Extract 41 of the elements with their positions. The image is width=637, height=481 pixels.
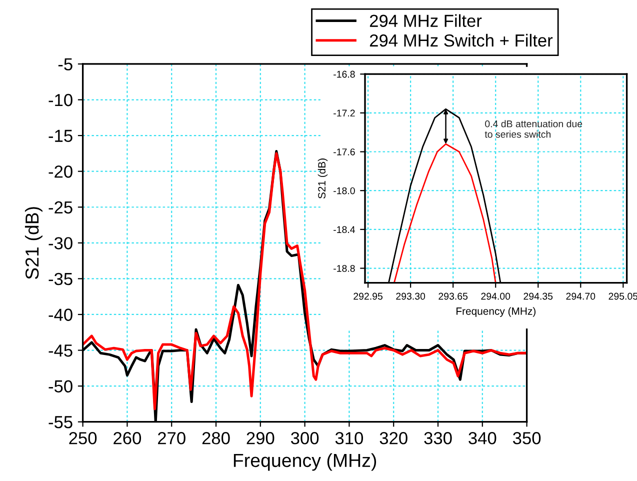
x-tick-label: 294.00 bbox=[481, 292, 510, 300]
y-tick-label: -5 bbox=[58, 58, 72, 70]
y-tick-label: -17.6 bbox=[334, 148, 355, 156]
x-tick-label: 300 bbox=[290, 432, 319, 444]
y-tick-label: -50 bbox=[48, 380, 72, 393]
y-tick-label: -17.2 bbox=[334, 110, 355, 116]
x-axis-title: Frequency (MHz) bbox=[234, 453, 376, 471]
y-tick-label: -40 bbox=[48, 308, 72, 321]
y-tick-label: -20 bbox=[48, 166, 72, 178]
y-tick-label: -18.0 bbox=[334, 187, 355, 194]
y-tick-label: -25 bbox=[48, 201, 72, 214]
x-tick-label: 290 bbox=[246, 432, 274, 444]
x-tick-label: 310 bbox=[335, 432, 364, 444]
y-tick-label: -30 bbox=[48, 237, 72, 250]
y-axis-title: S21 (dB) bbox=[318, 158, 328, 199]
x-tick-label: 280 bbox=[202, 432, 230, 444]
legend-label: 294 MHz Filter bbox=[370, 14, 482, 27]
x-tick-label: 294.70 bbox=[566, 292, 596, 300]
x-tick-label: 350 bbox=[512, 432, 541, 444]
x-tick-label: 294.35 bbox=[524, 292, 553, 300]
y-tick-label: -45 bbox=[48, 344, 72, 357]
x-tick-label: 340 bbox=[468, 432, 496, 444]
x-axis-title: Frequency (MHz) bbox=[456, 307, 536, 317]
legend-label: 294 MHz Switch + Filter bbox=[370, 34, 553, 47]
annotation: 0.4 dB attenuation due to series switch bbox=[484, 120, 582, 138]
y-tick-label: -16.8 bbox=[334, 70, 355, 78]
x-tick-label: 320 bbox=[380, 432, 408, 444]
y-tick-label: -55 bbox=[48, 416, 72, 428]
x-tick-label: 260 bbox=[114, 432, 142, 444]
x-tick-label: 292.95 bbox=[354, 292, 382, 300]
y-tick-label: -18.8 bbox=[334, 265, 355, 272]
y-tick-label: -18.4 bbox=[334, 226, 355, 234]
x-tick-label: 293.30 bbox=[396, 292, 426, 300]
y-tick-label: -15 bbox=[48, 130, 72, 142]
x-tick-label: 330 bbox=[424, 432, 452, 444]
x-tick-label: 270 bbox=[158, 432, 186, 444]
y-tick-label: -35 bbox=[48, 272, 72, 286]
y-tick-label: -10 bbox=[48, 94, 72, 106]
x-tick-label: 250 bbox=[69, 432, 97, 444]
x-tick-label: 293.65 bbox=[438, 292, 468, 300]
y-axis-title: S21 (dB) bbox=[24, 207, 42, 280]
